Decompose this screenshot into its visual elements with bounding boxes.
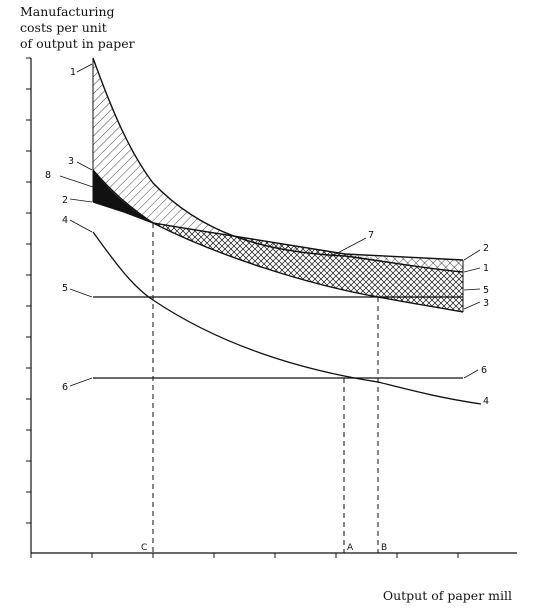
curve-1 [92, 57, 464, 273]
leader-right-1 [463, 267, 481, 273]
hatched-region-1-2 [93, 58, 463, 272]
y-axis-title-line-3: of output in paper [20, 36, 135, 51]
solid-region-8 [93, 170, 153, 223]
label-8: 8 [45, 170, 51, 181]
crosshatched-region-3 [153, 223, 463, 312]
leader-8 [59, 175, 97, 189]
x-axis-title: Output of paper mill [382, 588, 512, 603]
label-7: 7 [368, 230, 374, 241]
leader-2 [69, 198, 93, 203]
y-axis-title-line-2: costs per unit [20, 20, 107, 35]
label-2-right: 2 [483, 243, 489, 254]
curve-2 [92, 201, 464, 261]
marker-b: B [381, 543, 387, 553]
label-3-right: 3 [483, 298, 489, 309]
leader-7 [329, 237, 367, 258]
leader-1 [76, 63, 93, 73]
label-4-left: 4 [62, 215, 68, 226]
leader-right-3 [463, 301, 481, 310]
leader-right-6 [463, 369, 479, 379]
leader-right-5 [463, 288, 481, 291]
label-2-left: 2 [62, 195, 68, 206]
y-axis-title-line-1: Manufacturing [20, 4, 115, 19]
x-axis-ticks [30, 553, 459, 558]
leader-6 [69, 377, 93, 387]
leader-right-2 [463, 249, 481, 261]
leader-4 [69, 219, 93, 233]
label-6-left: 6 [62, 382, 68, 393]
leader-3 [76, 161, 93, 171]
label-5-left: 5 [62, 283, 68, 294]
marker-c: C [141, 543, 147, 553]
label-1-left: 1 [70, 67, 76, 78]
label-1-right: 1 [483, 263, 489, 274]
label-3-left: 3 [68, 156, 74, 167]
curve-3 [92, 169, 464, 313]
y-axis-ticks [26, 57, 31, 524]
label-4-right: 4 [483, 396, 489, 407]
leader-5 [69, 288, 93, 298]
label-5-right: 5 [483, 285, 489, 296]
marker-a: A [347, 543, 354, 553]
y-axis-title: Manufacturing costs per unit of output i… [20, 4, 220, 52]
label-6-right: 6 [481, 365, 487, 376]
curve-4 [92, 231, 482, 405]
